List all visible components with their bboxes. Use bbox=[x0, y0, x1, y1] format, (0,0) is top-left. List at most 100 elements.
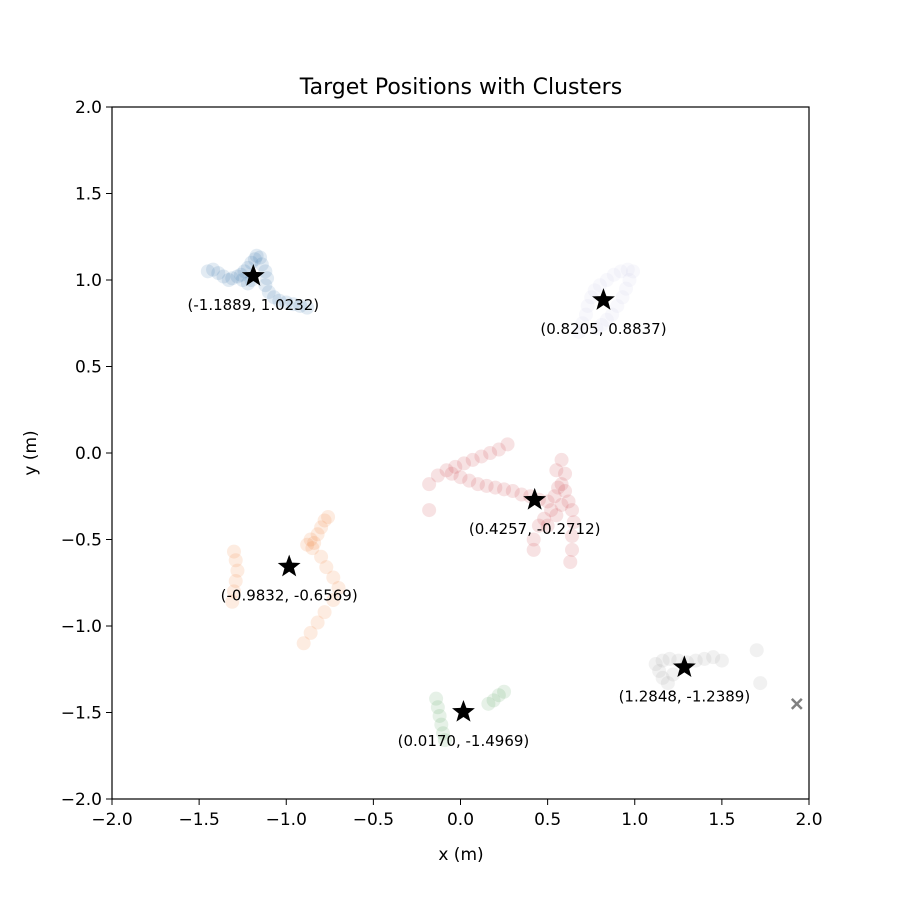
data-point bbox=[260, 271, 275, 286]
y-axis-label: y (m) bbox=[21, 430, 41, 475]
data-point bbox=[662, 651, 677, 666]
centroid-star-marker bbox=[523, 487, 547, 510]
centroid-label: (0.4257, -0.2712) bbox=[469, 520, 601, 538]
data-point bbox=[526, 532, 541, 547]
data-point bbox=[547, 489, 562, 504]
cluster-1 bbox=[200, 248, 315, 315]
data-point bbox=[432, 708, 447, 723]
data-point bbox=[648, 657, 663, 672]
data-point bbox=[228, 553, 243, 568]
data-point bbox=[749, 643, 764, 658]
data-point bbox=[321, 510, 336, 525]
data-point bbox=[228, 574, 243, 589]
data-point bbox=[216, 269, 231, 284]
data-point bbox=[272, 293, 287, 308]
x-tick-label: 1.0 bbox=[621, 810, 648, 830]
centroid-label: (-1.1889, 1.0232) bbox=[188, 296, 320, 314]
data-point bbox=[317, 513, 332, 528]
data-point bbox=[563, 554, 578, 569]
data-point bbox=[584, 290, 599, 305]
data-point bbox=[305, 541, 320, 556]
x-tick-label: −1.0 bbox=[266, 810, 307, 830]
data-point bbox=[225, 271, 240, 286]
cluster-2 bbox=[571, 262, 641, 339]
data-point bbox=[235, 273, 250, 287]
data-point bbox=[486, 693, 501, 708]
data-point bbox=[481, 696, 496, 711]
data-point bbox=[565, 542, 580, 557]
centroid-star-marker bbox=[452, 699, 475, 722]
data-point bbox=[497, 482, 512, 497]
data-point bbox=[566, 515, 581, 530]
data-point bbox=[575, 316, 590, 331]
y-tick-label: −1.0 bbox=[61, 617, 102, 637]
data-point bbox=[531, 518, 546, 533]
data-point bbox=[249, 248, 264, 263]
data-point bbox=[514, 487, 529, 502]
data-point bbox=[565, 529, 580, 544]
data-point bbox=[233, 267, 248, 282]
data-point bbox=[437, 733, 452, 748]
data-point bbox=[247, 252, 262, 267]
data-point bbox=[286, 297, 301, 312]
data-point bbox=[230, 269, 245, 284]
data-point bbox=[434, 717, 449, 732]
data-point bbox=[697, 651, 712, 666]
data-point bbox=[565, 503, 580, 518]
data-point bbox=[300, 537, 315, 552]
data-point bbox=[307, 535, 322, 550]
data-point bbox=[296, 636, 311, 651]
y-tick-label: 2.0 bbox=[75, 98, 102, 118]
y-tick-label: −2.0 bbox=[61, 790, 102, 810]
x-tick-label: 1.5 bbox=[708, 810, 735, 830]
data-point bbox=[462, 473, 477, 488]
data-point bbox=[430, 700, 445, 715]
data-point bbox=[540, 494, 555, 509]
data-point bbox=[226, 584, 241, 599]
data-point bbox=[605, 307, 620, 322]
data-point bbox=[505, 484, 520, 499]
centroid-star-marker bbox=[241, 263, 265, 286]
data-point bbox=[549, 463, 564, 478]
data-point bbox=[211, 266, 226, 281]
x-tick-label: −0.5 bbox=[353, 810, 394, 830]
data-point bbox=[422, 503, 437, 518]
centroid-label: (0.8205, 0.8837) bbox=[540, 320, 666, 338]
data-point bbox=[497, 684, 512, 699]
data-point bbox=[303, 625, 318, 640]
data-point bbox=[599, 273, 614, 287]
y-tick-label: −1.5 bbox=[61, 704, 102, 724]
data-point bbox=[444, 466, 459, 481]
centroids-layer: (-1.1889, 1.0232) (0.8205, 0.8837) (0.4257… bbox=[188, 263, 803, 750]
data-point bbox=[561, 494, 576, 509]
centroid-label: (0.0170, -1.4969) bbox=[398, 732, 530, 750]
data-point bbox=[613, 264, 628, 279]
data-point bbox=[540, 518, 555, 533]
centroid-star-marker bbox=[672, 655, 696, 678]
x-tick-label: 2.0 bbox=[795, 810, 822, 830]
data-point bbox=[436, 726, 451, 741]
data-point bbox=[225, 594, 240, 609]
data-point bbox=[206, 262, 221, 277]
data-point bbox=[655, 653, 670, 668]
data-point bbox=[319, 560, 334, 575]
data-point bbox=[430, 468, 445, 483]
data-point bbox=[258, 278, 273, 293]
centroid-label: (-0.9832, -0.6569) bbox=[221, 587, 358, 605]
cluster-4 bbox=[225, 510, 346, 651]
data-point bbox=[226, 544, 241, 559]
data-point bbox=[655, 670, 670, 685]
data-point bbox=[558, 466, 573, 481]
data-point bbox=[200, 264, 215, 279]
y-tick-label: 0.5 bbox=[75, 358, 102, 378]
centroid-star-marker bbox=[277, 554, 301, 577]
x-tick-label: −2.0 bbox=[91, 810, 132, 830]
data-point bbox=[221, 273, 236, 287]
x-axis-label: x (m) bbox=[438, 845, 483, 865]
data-point bbox=[622, 273, 637, 287]
data-point bbox=[258, 264, 273, 279]
data-point bbox=[310, 527, 325, 542]
data-point bbox=[244, 255, 259, 270]
data-point bbox=[554, 452, 569, 467]
y-axis-ticks: −2.0 −1.5 −1.0 −0.5 0.0 0.5 1.0 1.5 2.0 bbox=[61, 98, 112, 810]
